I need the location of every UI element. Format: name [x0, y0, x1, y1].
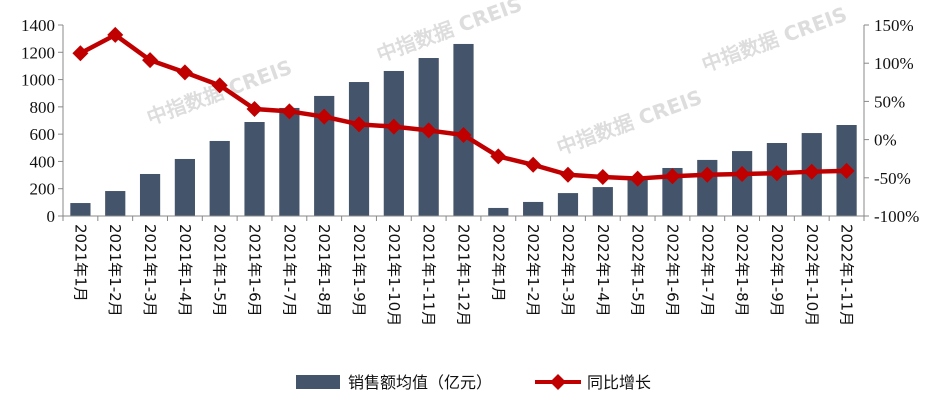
growth-point-15	[594, 169, 611, 186]
bar-15	[592, 187, 613, 216]
axes: 0 200 400 600 800 1000 1200 1400 -100% -50% 0% 50% 1…	[21, 16, 919, 226]
legend-line-label: 同比增长	[587, 373, 651, 392]
growth-point-17	[664, 168, 681, 185]
bar-16	[627, 177, 648, 216]
bar-8	[348, 82, 370, 216]
left-tick-label: 400	[30, 152, 56, 171]
growth-point-3	[176, 64, 193, 81]
growth-point-9	[385, 118, 402, 135]
growth-point-16	[629, 170, 646, 187]
growth-point-19	[734, 165, 751, 182]
growth-point-7	[316, 108, 333, 125]
bar-0	[70, 203, 91, 216]
growth-point-12	[490, 148, 507, 165]
bar-2	[139, 173, 161, 216]
right-tick-label: -100%	[874, 207, 919, 226]
bar-7	[314, 95, 335, 216]
watermark-text: 中指数据 CREIS	[374, 0, 526, 67]
left-tick-label: 800	[30, 98, 56, 117]
category-label: 2022年1-2月	[524, 224, 542, 317]
category-label: 2021年1-6月	[246, 224, 264, 317]
category-label: 2022年1-11月	[838, 224, 856, 326]
category-label: 2022年1-3月	[559, 224, 577, 317]
watermark-text: 中指数据 CREIS	[554, 85, 706, 160]
category-label: 2021年1-7月	[280, 224, 298, 317]
growth-point-13	[525, 156, 542, 173]
bar-13	[523, 201, 544, 216]
legend-bar-swatch	[296, 375, 340, 389]
legend-line-marker	[550, 374, 566, 390]
bar-1	[105, 191, 126, 216]
right-tick-label: 100%	[874, 54, 914, 73]
category-label: 2021年1-11月	[420, 224, 438, 326]
legend-bar-label: 销售额均值（亿元）	[348, 373, 492, 392]
left-tick-label: 600	[30, 125, 56, 144]
category-label: 2022年1月	[489, 224, 507, 302]
category-label: 2021年1-10月	[385, 224, 403, 326]
growth-point-18	[699, 166, 716, 183]
growth-point-5	[246, 101, 263, 118]
growth-line	[72, 26, 855, 187]
growth-point-11	[455, 127, 472, 144]
growth-point-10	[420, 122, 437, 139]
category-label: 2021年1-4月	[176, 224, 194, 317]
category-label: 2021年1-8月	[315, 224, 333, 317]
watermark-text: 中指数据 CREIS	[699, 2, 851, 77]
category-label: 2021年1-5月	[211, 224, 229, 317]
category-label: 2021年1月	[71, 224, 89, 302]
bar-5	[244, 122, 265, 216]
growth-point-14	[559, 166, 576, 183]
right-tick-label: 50%	[874, 92, 905, 111]
category-label: 2022年1-10月	[803, 224, 821, 326]
bar-12	[488, 207, 509, 216]
growth-point-6	[281, 103, 298, 120]
category-label: 2021年1-12月	[455, 224, 473, 326]
category-label: 2022年1-9月	[768, 224, 786, 317]
category-label: 2022年1-5月	[629, 224, 647, 317]
bar-19	[732, 151, 753, 216]
category-label: 2022年1-6月	[663, 224, 681, 317]
growth-point-1	[107, 26, 124, 43]
left-tick-label: 1400	[21, 16, 55, 35]
growth-point-4	[211, 77, 228, 94]
left-tick-label: 0	[47, 207, 56, 226]
growth-point-21	[803, 163, 820, 180]
category-label: 2022年1-8月	[733, 224, 751, 317]
right-tick-label: -50%	[874, 169, 911, 188]
right-tick-label: 0%	[874, 131, 897, 150]
growth-point-22	[838, 162, 855, 179]
bar-6	[279, 107, 300, 216]
legend: 销售额均值（亿元） 同比增长	[296, 373, 651, 392]
category-label: 2022年1-4月	[594, 224, 612, 317]
left-tick-label: 200	[30, 180, 56, 199]
category-label: 2021年1-3月	[141, 224, 159, 317]
growth-point-2	[142, 52, 159, 69]
bar-4	[209, 140, 230, 216]
category-labels: 2021年1月 2021年1-2月 2021年1-3月 2021年1-4月 2021年1…	[71, 224, 855, 326]
growth-point-20	[768, 165, 785, 182]
growth-point-0	[72, 45, 89, 62]
left-tick-label: 1200	[21, 43, 55, 62]
bar-3	[174, 158, 195, 216]
right-tick-label: 150%	[874, 16, 914, 35]
category-label: 2021年1-9月	[350, 224, 368, 317]
bar-17	[662, 167, 683, 216]
growth-point-8	[351, 116, 368, 133]
left-tick-label: 1000	[21, 71, 55, 90]
category-label: 2022年1-7月	[698, 224, 716, 317]
bar-9	[383, 70, 404, 216]
bar-14	[557, 193, 579, 216]
category-label: 2021年1-2月	[106, 224, 124, 317]
